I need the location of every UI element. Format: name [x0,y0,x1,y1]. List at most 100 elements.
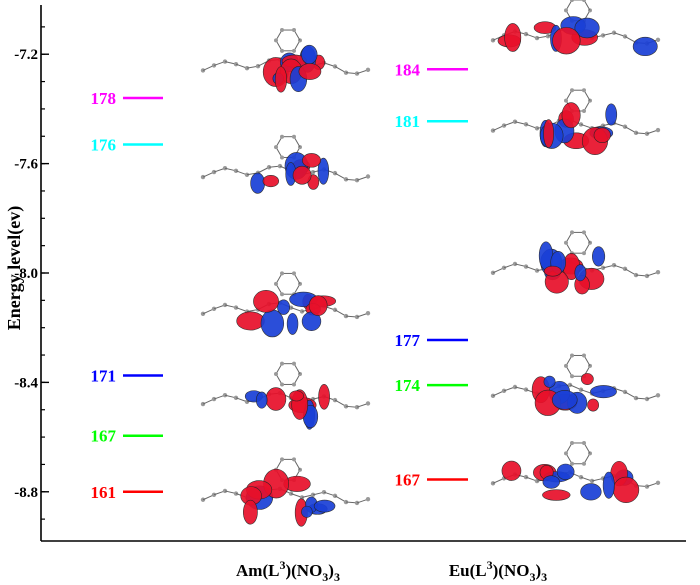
orbital-image [490,440,661,503]
orbital-image [200,361,371,430]
orbital-lobe [552,27,581,55]
orbital-lobe [289,390,304,402]
orbital-image [490,0,661,57]
atom [570,0,574,2]
atom [244,65,250,71]
orbital-images [200,0,661,527]
atom [365,496,371,502]
atom [570,440,574,445]
bond [583,232,591,244]
atom [292,382,296,387]
bond [583,355,591,367]
atom [570,88,574,93]
atom [332,307,338,313]
atom [292,457,296,462]
atom [564,363,568,368]
atom [365,401,371,406]
bond [275,283,283,295]
energy-level-label: 171 [91,367,117,386]
atom [655,127,661,133]
bond [275,459,283,471]
atom [274,372,278,377]
y-tick-label: -8.8 [14,485,38,501]
energy-level-label: 167 [91,427,117,446]
atom [655,270,661,275]
x-category-label: Am(L3)(NO3)3 [236,558,340,584]
atom [512,384,518,390]
y-tick-label: -8.4 [14,375,38,391]
atom [365,174,371,179]
orbital-lobe [590,385,617,399]
energy-level-label: 167 [395,470,421,489]
bond [275,40,283,52]
orbital-lobe [317,157,330,185]
orbital-lobe [561,102,581,129]
atom [633,395,639,401]
atom [280,292,284,297]
atom [570,461,574,466]
orbital-lobe [504,23,522,52]
orbital-lobe [542,489,571,501]
orbital-lobe [580,483,602,501]
atom [512,261,518,267]
atom [233,61,239,67]
orbital-lobe [551,390,578,410]
bond [275,273,283,285]
orbital-lobe [318,383,330,410]
atom [582,353,586,358]
bond [275,136,283,148]
atom [564,8,568,13]
atom [655,37,661,42]
orbital-lobe [542,475,560,489]
y-tick-label: -8.0 [14,266,38,282]
atom [280,457,284,462]
bond [293,136,301,148]
energy-level-label: 178 [91,89,117,108]
atom [501,123,507,128]
atom [582,251,586,256]
bond [565,453,573,465]
orbital-lobe [632,36,658,57]
orbital-lobe [612,476,640,503]
orbital-lobe [556,463,575,480]
atom [582,440,586,445]
atom [564,240,568,245]
atom [655,480,661,485]
orbital-lobe [255,391,268,409]
bond [583,242,591,254]
y-tick-label: -7.2 [14,47,38,63]
energy-level-label: 184 [395,60,421,79]
orbital-lobe [262,175,279,188]
atom [280,48,284,53]
bond [275,373,283,385]
orbital-lobe [574,264,587,282]
atom [292,134,296,139]
atom [332,397,338,403]
orbital-lobe [250,172,265,194]
x-category-label: Eu(L3)(NO3)3 [449,558,547,584]
atom [280,28,284,33]
orbital-lobe [543,265,562,277]
bond [565,442,573,454]
orbital-lobe [593,127,611,143]
atom [564,451,568,456]
energy-levels: 178 176 171 167 161 184 181 177 174 167 [91,60,468,502]
atom [280,134,284,139]
atom [280,271,284,276]
axes: -7.2 -7.6 -8.0 -8.4 -8.8 Am(L3)(NO3)3 Eu(L3)(N… [14,5,686,584]
orbital-image [200,134,371,194]
orbital-lobe [236,311,265,331]
orbital-lobe [298,63,322,80]
atom [321,489,327,495]
orbital-lobe [292,165,312,185]
orbital-lobe [286,312,299,335]
atom [280,382,284,387]
orbital-image [200,28,371,93]
orbital-lobe [543,119,555,148]
atom [633,272,639,278]
orbital-image [490,88,661,155]
atom [200,68,206,73]
atom [582,461,586,466]
atom [292,48,296,53]
